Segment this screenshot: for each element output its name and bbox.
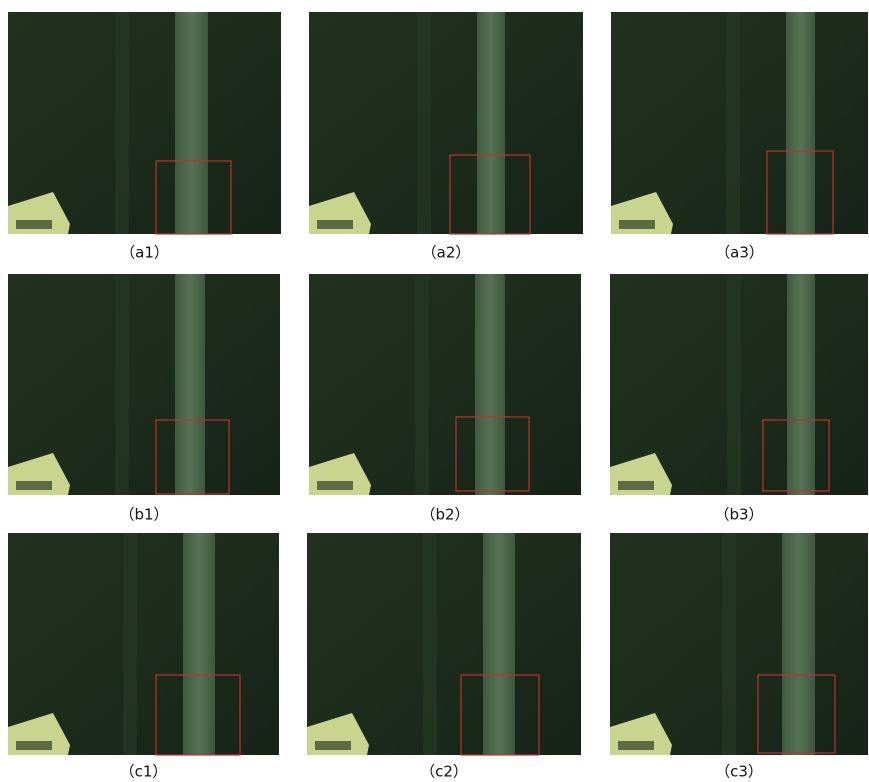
- photo-panel: [309, 12, 583, 234]
- faint-stripe: [727, 274, 741, 495]
- caption: （a2）: [422, 244, 471, 262]
- photo-panel: [8, 274, 280, 495]
- tube: [786, 12, 815, 234]
- device-display: [618, 481, 654, 490]
- tube: [175, 274, 205, 495]
- faint-stripe: [726, 12, 740, 234]
- caption: （b3）: [714, 506, 763, 524]
- caption: （c1）: [120, 763, 168, 781]
- faint-stripe: [722, 533, 736, 755]
- device-display: [16, 741, 52, 750]
- caption: （c3）: [715, 763, 763, 781]
- tube: [483, 533, 515, 755]
- photo-panel: [8, 533, 279, 755]
- faint-stripe: [417, 12, 431, 234]
- faint-stripe: [415, 274, 429, 495]
- tube: [782, 533, 815, 755]
- photo-panel: [8, 12, 281, 234]
- device-display: [317, 220, 353, 229]
- faint-stripe: [423, 533, 437, 755]
- caption: （b1）: [119, 506, 168, 524]
- photo-panel: [307, 533, 581, 755]
- tube: [175, 12, 208, 234]
- device-display: [16, 481, 52, 490]
- device-display: [16, 220, 52, 229]
- tube: [477, 12, 505, 234]
- caption: （a1）: [120, 244, 169, 262]
- photo-panel: [610, 533, 868, 755]
- tube: [475, 274, 505, 495]
- caption: （a3）: [715, 244, 764, 262]
- figure: （a1） （a2） （a3） （b1） （b2） （b3） （c1） （c2） （c3）: [0, 0, 869, 782]
- tube: [787, 274, 815, 495]
- faint-stripe: [123, 533, 137, 755]
- caption: （b2）: [420, 506, 469, 524]
- photo-panel: [309, 274, 581, 495]
- device-display: [619, 220, 655, 229]
- caption: （c2）: [420, 763, 468, 781]
- device-display: [618, 741, 654, 750]
- tube: [183, 533, 215, 755]
- photo-panel: [610, 274, 868, 495]
- photo-panel: [611, 12, 868, 234]
- device-display: [317, 481, 353, 490]
- device-display: [315, 741, 351, 750]
- faint-stripe: [115, 274, 129, 495]
- faint-stripe: [115, 12, 129, 234]
